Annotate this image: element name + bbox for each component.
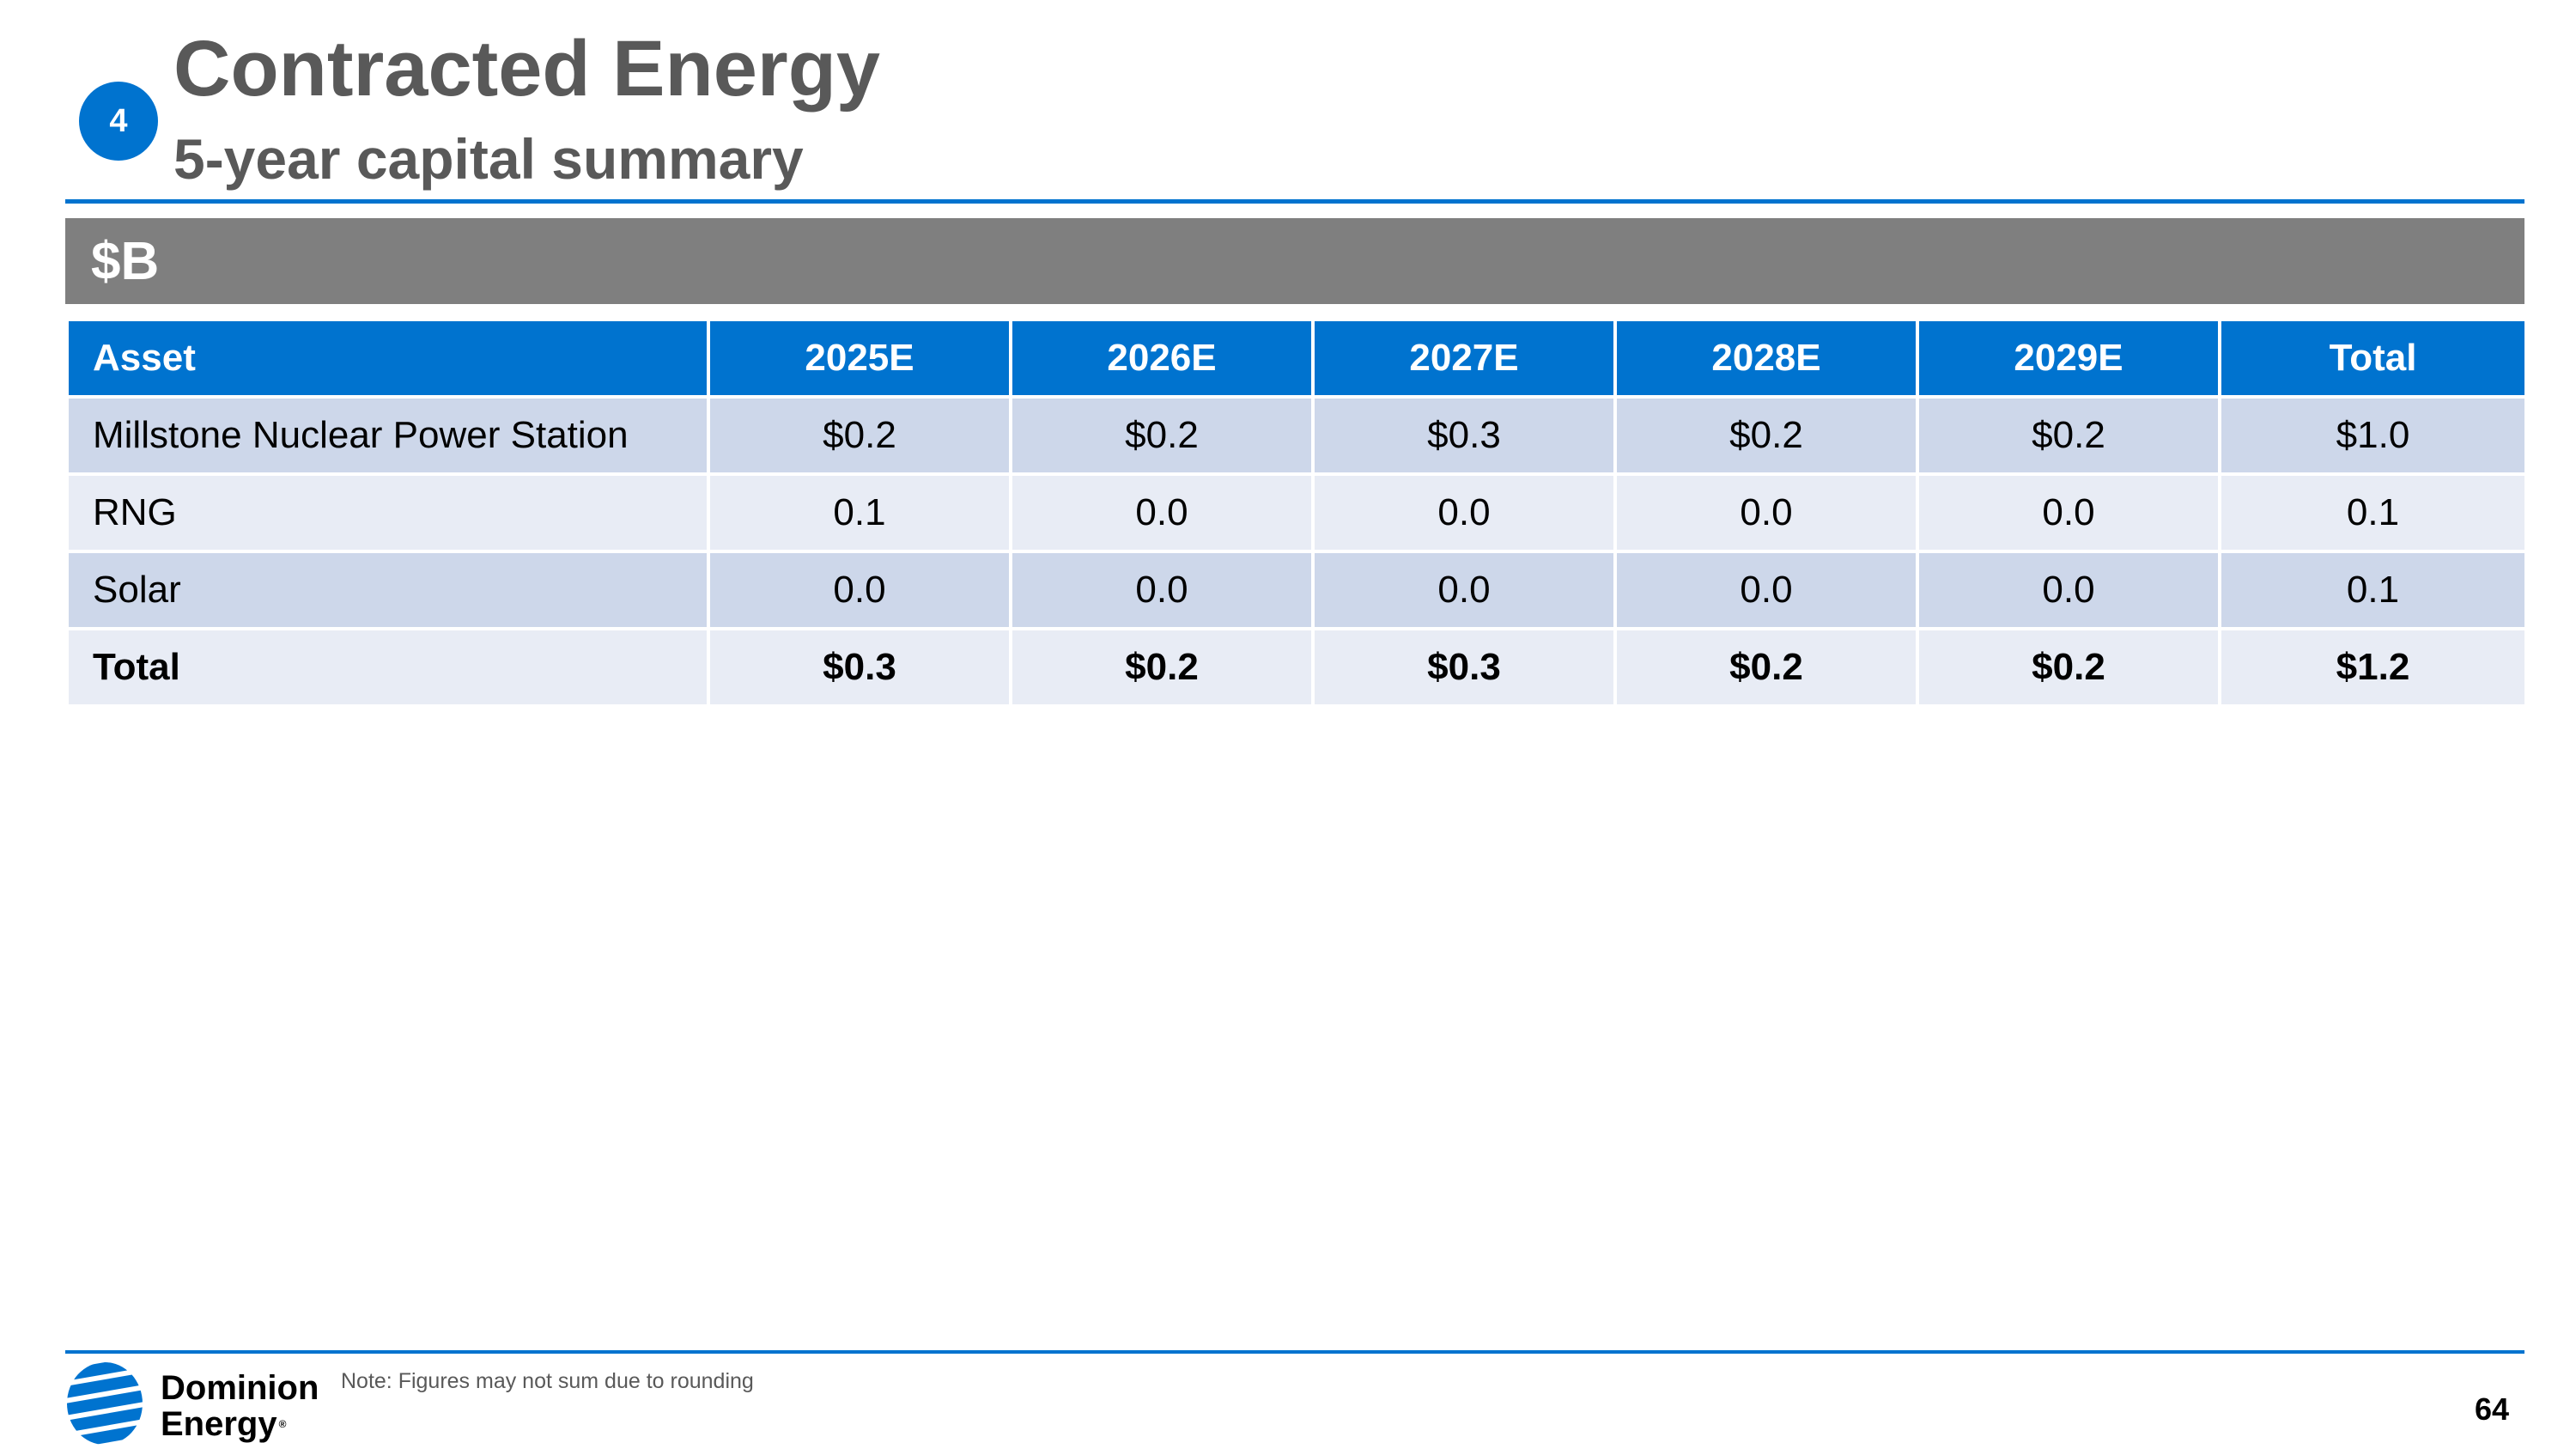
column-header-total: Total xyxy=(2218,318,2528,399)
table-header-row: Asset 2025E 2026E 2027E 2028E 2029E Tota… xyxy=(65,318,2528,399)
table-cell: 0.0 xyxy=(707,550,1012,630)
footer-divider xyxy=(65,1350,2524,1354)
page-number: 64 xyxy=(2474,1391,2509,1427)
table-cell: $0.2 xyxy=(1009,395,1315,476)
table-cell: $0.2 xyxy=(1613,395,1919,476)
column-header-2026e: 2026E xyxy=(1009,318,1315,399)
column-header-2027e: 2027E xyxy=(1311,318,1617,399)
row-label: RNG xyxy=(65,472,710,553)
title-divider xyxy=(65,199,2524,204)
column-header-asset: Asset xyxy=(65,318,710,399)
table-cell: 0.0 xyxy=(1311,550,1617,630)
table-cell: 0.0 xyxy=(1311,472,1617,553)
unit-label: $B xyxy=(91,231,160,291)
table-cell: $0.3 xyxy=(1311,627,1617,708)
table-cell: $0.2 xyxy=(1916,395,2221,476)
capital-summary-table: Asset 2025E 2026E 2027E 2028E 2029E Tota… xyxy=(65,318,2528,708)
row-label: Total xyxy=(65,627,710,708)
table-cell: 0.0 xyxy=(1916,472,2221,553)
column-header-2028e: 2028E xyxy=(1613,318,1919,399)
unit-bar: $B xyxy=(65,218,2524,304)
row-label: Solar xyxy=(65,550,710,630)
table-cell: $0.2 xyxy=(1613,627,1919,708)
table-cell: 0.0 xyxy=(1613,472,1919,553)
page-subtitle: 5-year capital summary xyxy=(173,127,804,191)
table-cell: $1.0 xyxy=(2218,395,2528,476)
logo-wordmark-text: Energy xyxy=(161,1405,277,1443)
table-cell: 0.0 xyxy=(1916,550,2221,630)
table-cell: $0.2 xyxy=(707,395,1012,476)
table-row-total: Total $0.3 $0.2 $0.3 $0.2 $0.2 $1.2 xyxy=(65,627,2528,708)
table-cell: $1.2 xyxy=(2218,627,2528,708)
table-row-rng: RNG 0.1 0.0 0.0 0.0 0.0 0.1 xyxy=(65,472,2528,553)
column-header-2025e: 2025E xyxy=(707,318,1012,399)
dominion-energy-logo: Dominion Energy ® xyxy=(65,1361,323,1446)
table-cell: 0.0 xyxy=(1009,550,1315,630)
logo-mark-icon xyxy=(67,1362,143,1445)
table-row-millstone: Millstone Nuclear Power Station $0.2 $0.… xyxy=(65,395,2528,476)
logo-wordmark-line2: Energy ® xyxy=(161,1405,286,1443)
logo-wordmark-line1: Dominion xyxy=(161,1369,319,1407)
table-cell: $0.2 xyxy=(1009,627,1315,708)
table-cell: 0.1 xyxy=(2218,472,2528,553)
registered-mark: ® xyxy=(278,1418,287,1430)
column-header-2029e: 2029E xyxy=(1916,318,2221,399)
table-cell: $0.3 xyxy=(707,627,1012,708)
table-cell: 0.0 xyxy=(1009,472,1315,553)
table-cell: 0.0 xyxy=(1613,550,1919,630)
table-row-solar: Solar 0.0 0.0 0.0 0.0 0.0 0.1 xyxy=(65,550,2528,630)
table-cell: $0.2 xyxy=(1916,627,2221,708)
row-label: Millstone Nuclear Power Station xyxy=(65,395,710,476)
page-title: Contracted Energy xyxy=(173,25,881,113)
table-cell: 0.1 xyxy=(707,472,1012,553)
table-cell: 0.1 xyxy=(2218,550,2528,630)
section-number-badge: 4 xyxy=(79,82,158,161)
footnote: Note: Figures may not sum due to roundin… xyxy=(341,1369,754,1393)
table-cell: $0.3 xyxy=(1311,395,1617,476)
